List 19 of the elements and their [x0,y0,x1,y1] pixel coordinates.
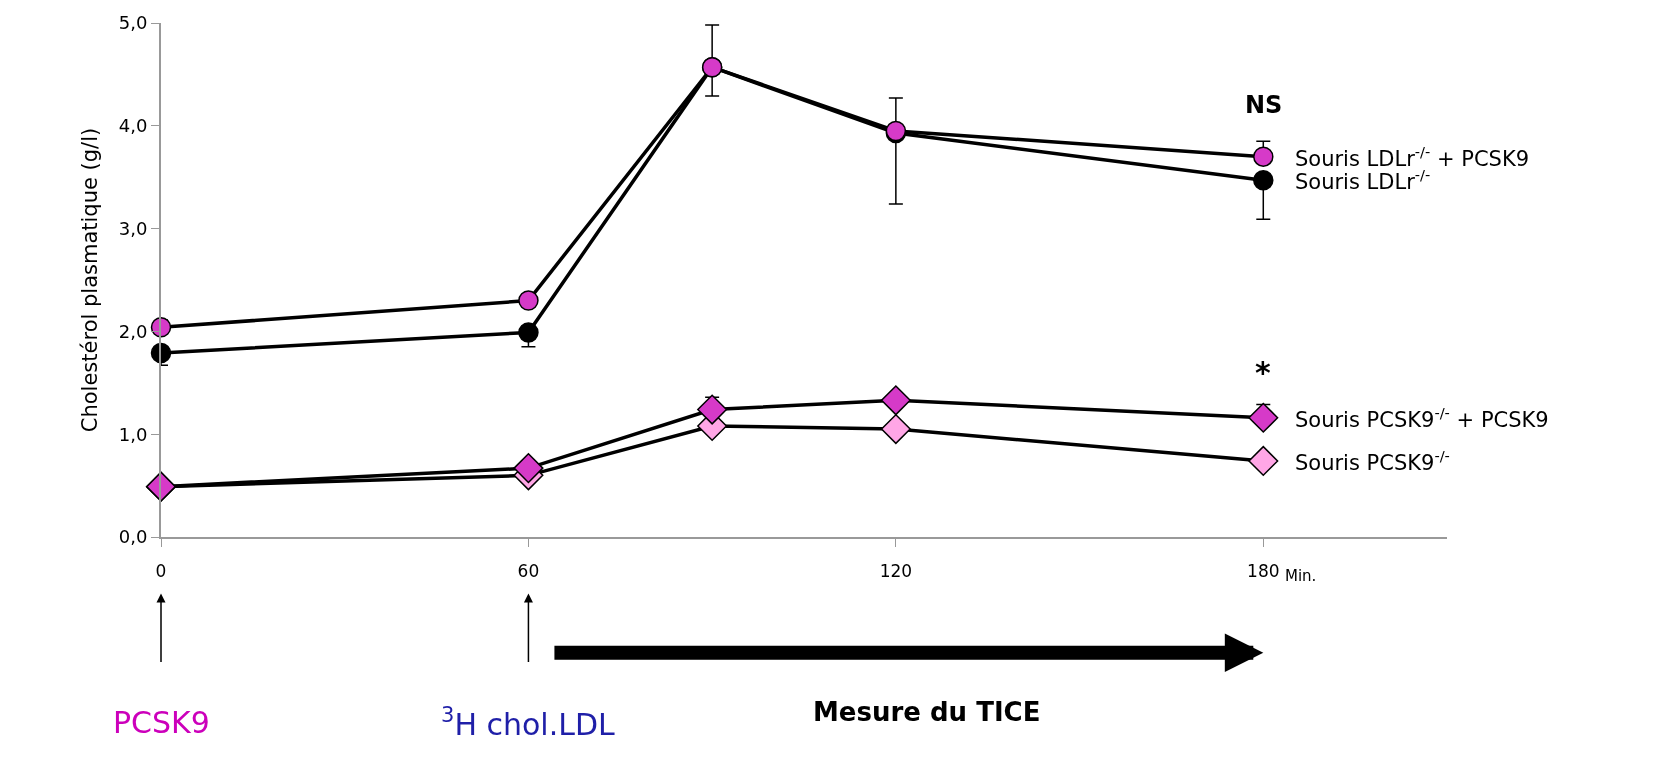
text: PCSK9 [113,705,210,740]
y-tick-label: 3,0 [118,217,148,239]
text: $^{3}$H chol.LDL [441,703,616,742]
text: Mesure du TICE [813,697,1041,727]
series-label: Souris PCSK9$^{-/-}$ [1295,447,1450,475]
x-tick-label: 180 [1247,561,1280,582]
y-tick-label: 5,0 [118,12,148,34]
y-tick-label: 2,0 [118,320,148,342]
x-tick-label: 120 [879,561,913,582]
annotation: * [1255,355,1271,390]
y-tick-label: 0,0 [118,526,148,548]
x-tick-label: 0 [155,561,167,582]
y-tick-label: 4,0 [118,115,148,137]
annotation: NS [1245,91,1283,119]
y-tick-label: 1,0 [118,423,148,445]
y-axis-title: Cholestérol plasmatique (g/l) [78,127,103,433]
series-label: Souris PCSK9$^{-/-}$ + PCSK9 [1295,404,1549,432]
text: Min. [1285,567,1317,585]
x-tick-label: 60 [517,561,540,582]
